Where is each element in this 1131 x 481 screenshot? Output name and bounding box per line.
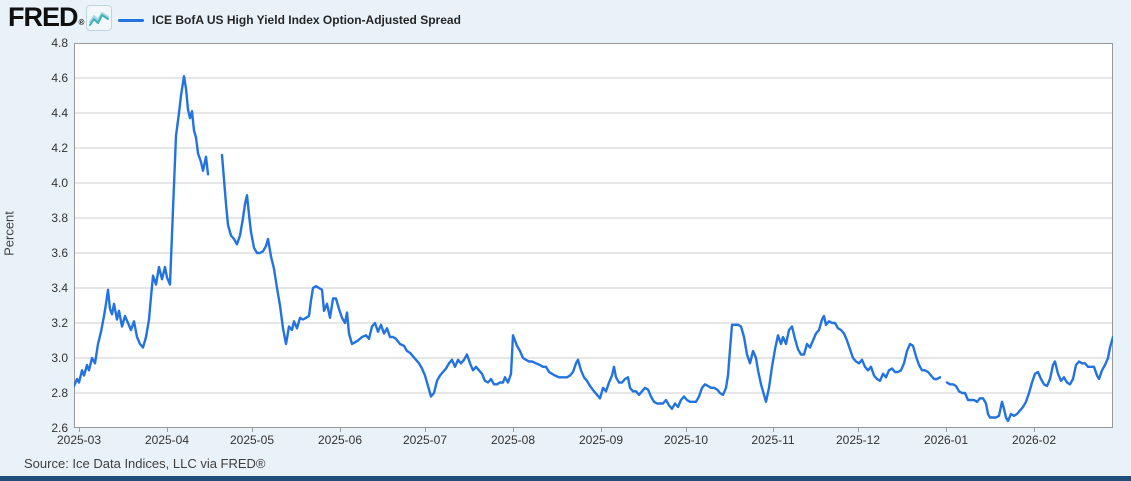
x-tick-label: 2025-12 bbox=[835, 433, 881, 447]
x-tick-mark bbox=[252, 428, 253, 432]
y-tick-label: 4.8 bbox=[51, 36, 68, 50]
x-tick-mark bbox=[340, 428, 341, 432]
y-axis-title: Percent bbox=[1, 211, 17, 256]
x-tick-label: 2025-09 bbox=[578, 433, 624, 447]
x-tick-label: 2025-08 bbox=[490, 433, 536, 447]
y-tick-label: 4.4 bbox=[51, 106, 68, 120]
y-tick-label: 3.2 bbox=[51, 316, 68, 330]
series-line bbox=[74, 75, 210, 388]
x-tick-label: 2025-07 bbox=[402, 433, 448, 447]
x-tick-mark bbox=[773, 428, 774, 432]
x-tick-label: 2026-02 bbox=[1011, 433, 1057, 447]
y-tick-label: 3.4 bbox=[51, 281, 68, 295]
x-tick-mark bbox=[425, 428, 426, 432]
x-tick-label: 2025-05 bbox=[229, 433, 275, 447]
legend-line-swatch bbox=[118, 18, 144, 22]
plot-background bbox=[74, 43, 1113, 428]
x-tick-label: 2026-01 bbox=[923, 433, 969, 447]
y-tick-label: 3.8 bbox=[51, 211, 68, 225]
y-tick-label: 2.6 bbox=[51, 421, 68, 435]
x-tick-label: 2025-03 bbox=[56, 433, 102, 447]
series-line bbox=[945, 335, 1113, 423]
fred-logo-sparkline-icon bbox=[86, 5, 112, 31]
source-attribution: Source: Ice Data Indices, LLC via FRED® bbox=[24, 456, 266, 471]
y-tick-label: 4.2 bbox=[51, 141, 68, 155]
series-line bbox=[220, 153, 942, 410]
x-tick-mark bbox=[686, 428, 687, 432]
x-tick-label: 2025-11 bbox=[751, 433, 795, 447]
y-tick-label: 4.6 bbox=[51, 71, 68, 85]
plot-area bbox=[74, 43, 1113, 428]
x-tick-mark bbox=[79, 428, 80, 432]
plot-border bbox=[74, 43, 1113, 428]
fred-logo[interactable]: FRED® bbox=[8, 2, 85, 33]
chart-header: FRED® ICE BofA US High Yield Index Optio… bbox=[0, 0, 1131, 36]
y-tick-label: 4.0 bbox=[51, 176, 68, 190]
x-tick-label: 2025-06 bbox=[317, 433, 363, 447]
x-tick-mark bbox=[167, 428, 168, 432]
x-tick-label: 2025-04 bbox=[144, 433, 190, 447]
x-tick-mark bbox=[1034, 428, 1035, 432]
footer-accent-bar bbox=[0, 476, 1131, 481]
y-tick-label: 3.6 bbox=[51, 246, 68, 260]
legend: ICE BofA US High Yield Index Option-Adju… bbox=[118, 10, 461, 30]
y-tick-label: 3.0 bbox=[51, 351, 68, 365]
x-tick-mark bbox=[858, 428, 859, 432]
x-tick-mark bbox=[946, 428, 947, 432]
y-tick-label: 2.8 bbox=[51, 386, 68, 400]
fred-registered-mark: ® bbox=[78, 18, 85, 27]
x-tick-mark bbox=[513, 428, 514, 432]
x-tick-mark bbox=[601, 428, 602, 432]
x-tick-label: 2025-10 bbox=[663, 433, 709, 447]
legend-series-label: ICE BofA US High Yield Index Option-Adju… bbox=[152, 13, 461, 27]
fred-logo-text: FRED bbox=[8, 2, 78, 32]
